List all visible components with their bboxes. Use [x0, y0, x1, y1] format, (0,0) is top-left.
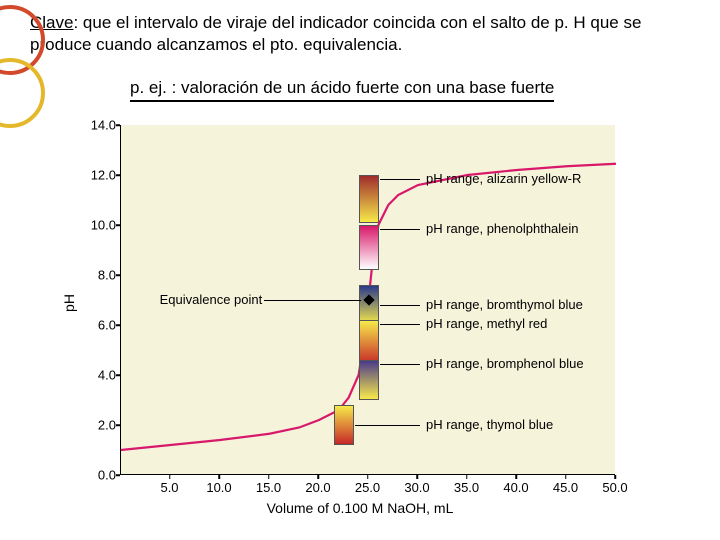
label-leader-line: [380, 324, 421, 325]
y-tick-mark: [116, 474, 120, 476]
x-tick-label: 40.0: [503, 480, 528, 495]
x-tick-mark: [416, 475, 418, 479]
label-leader-line: [380, 364, 421, 365]
indicator-range-bar: [334, 405, 354, 445]
y-tick-mark: [116, 274, 120, 276]
indicator-label: pH range, alizarin yellow-R: [426, 171, 581, 186]
equivalence-point-label: Equivalence point: [160, 292, 263, 307]
x-tick-label: 45.0: [553, 480, 578, 495]
x-tick-label: 30.0: [404, 480, 429, 495]
example-subtitle: p. ej. : valoración de un ácido fuerte c…: [130, 78, 554, 102]
label-leader-line: [380, 305, 421, 306]
y-tick-label: 10.0: [90, 218, 116, 233]
x-tick-label: 15.0: [256, 480, 281, 495]
y-tick-label: 4.0: [90, 368, 116, 383]
y-tick-label: 12.0: [90, 168, 116, 183]
x-tick-mark: [614, 475, 616, 479]
x-tick-mark: [268, 475, 270, 479]
label-leader-line: [380, 179, 421, 180]
x-tick-label: 20.0: [305, 480, 330, 495]
x-axis-label: Volume of 0.100 M NaOH, mL: [50, 500, 670, 516]
indicator-label: pH range, thymol blue: [426, 417, 553, 432]
y-tick-mark: [116, 374, 120, 376]
y-tick-mark: [116, 124, 120, 126]
y-tick-label: 2.0: [90, 418, 116, 433]
indicator-range-bar: [359, 360, 379, 400]
x-tick-mark: [169, 475, 171, 479]
label-leader-line: [264, 300, 362, 301]
y-tick-mark: [116, 424, 120, 426]
y-tick-mark: [116, 324, 120, 326]
x-tick-mark: [367, 475, 369, 479]
x-tick-label: 35.0: [454, 480, 479, 495]
x-tick-mark: [317, 475, 319, 479]
x-tick-mark: [218, 475, 220, 479]
indicator-range-bar: [359, 175, 379, 223]
x-tick-mark: [466, 475, 468, 479]
y-tick-label: 6.0: [90, 318, 116, 333]
x-tick-mark: [515, 475, 517, 479]
indicator-label: pH range, bromthymol blue: [426, 297, 583, 312]
y-tick-label: 0.0: [90, 468, 116, 483]
intro-rest: : que el intervalo de viraje del indicad…: [30, 13, 641, 54]
slide-bullet: [0, 58, 45, 128]
x-tick-label: 25.0: [355, 480, 380, 495]
titration-chart: 0.0 2.0 4.0 6.0 8.0 10.0 12.0 14.0 5.0 10.0 15.0 2…: [50, 115, 670, 520]
x-tick-label: 50.0: [602, 480, 627, 495]
label-leader-line: [355, 425, 420, 426]
indicator-label: pH range, phenolphthalein: [426, 221, 579, 236]
y-tick-label: 8.0: [90, 268, 116, 283]
indicator-range-bar: [359, 320, 379, 365]
x-tick-label: 10.0: [206, 480, 231, 495]
y-axis-label: pH: [61, 294, 77, 312]
x-tick-label: 5.0: [160, 480, 178, 495]
intro-paragraph: Clave: que el intervalo de viraje del in…: [30, 12, 700, 56]
y-tick-mark: [116, 224, 120, 226]
indicator-label: pH range, bromphenol blue: [426, 356, 584, 371]
y-tick-mark: [116, 174, 120, 176]
label-leader-line: [380, 229, 421, 230]
x-tick-mark: [565, 475, 567, 479]
indicator-label: pH range, methyl red: [426, 316, 547, 331]
y-tick-label: 14.0: [90, 118, 116, 133]
indicator-range-bar: [359, 225, 379, 270]
